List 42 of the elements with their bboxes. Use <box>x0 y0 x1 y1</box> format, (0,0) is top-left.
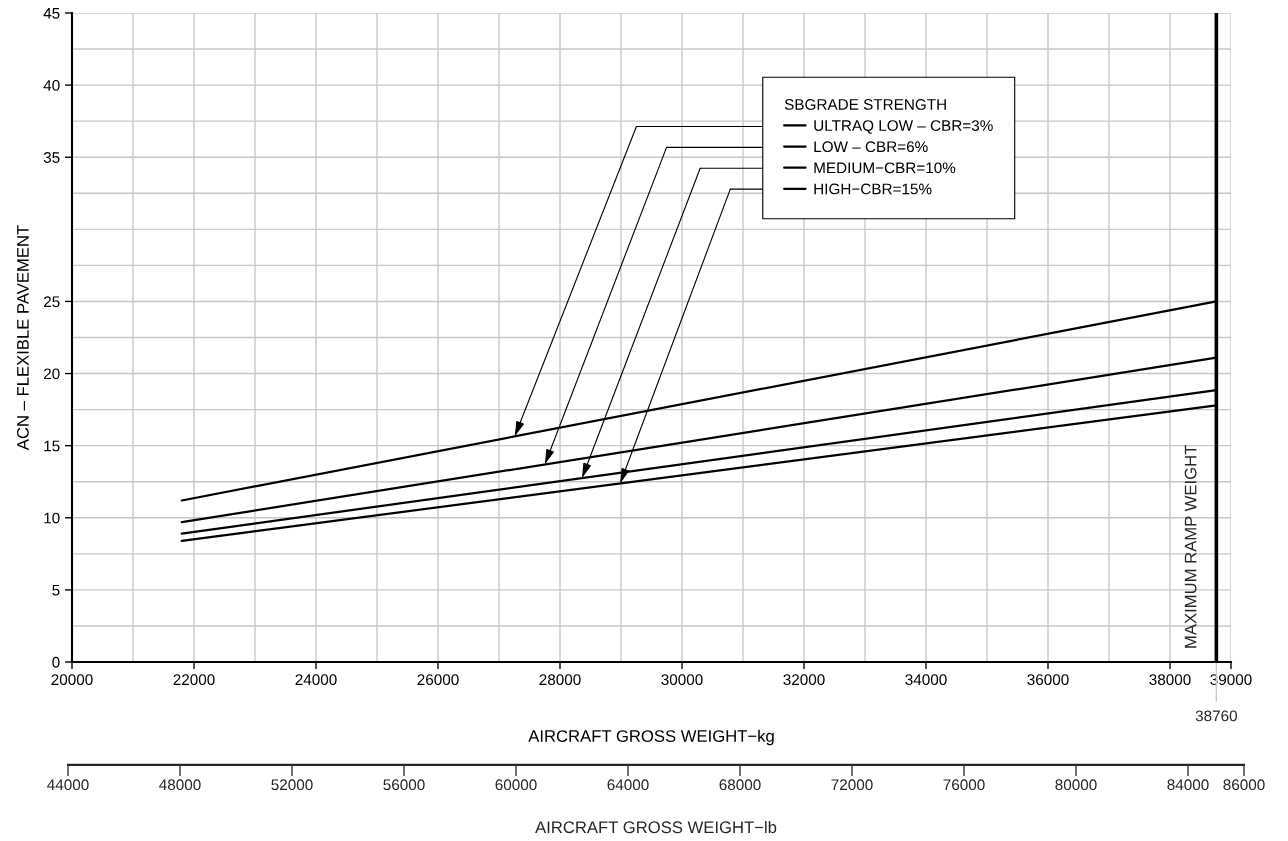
x2-tick-label: 64000 <box>607 779 649 791</box>
y-tick-label: 0 <box>52 656 60 668</box>
x2-tick-label: 80000 <box>1055 779 1097 791</box>
x2-tick-label: 52000 <box>271 779 313 791</box>
x2-tick-label: 60000 <box>495 779 537 791</box>
x-tick-label: 39000 <box>1210 674 1252 686</box>
legend-label: MEDIUM−CBR=10% <box>814 162 956 174</box>
x-tick-label: 36000 <box>1027 674 1069 686</box>
x2-tick-label: 44000 <box>47 779 89 791</box>
y-tick-label: 45 <box>43 8 60 19</box>
x2-tick-label: 72000 <box>831 779 873 791</box>
x-tick-label: 32000 <box>783 674 825 686</box>
x-tick-label: 20000 <box>51 674 93 686</box>
x2-tick-label: 76000 <box>943 779 985 791</box>
x2-axis-title: AIRCRAFT GROSS WEIGHT−lb <box>535 820 777 834</box>
text: 38760 <box>1195 710 1238 722</box>
y-tick-label: 35 <box>43 152 60 163</box>
x2-tick-label: 56000 <box>383 779 425 791</box>
x-tick-label: 26000 <box>417 674 459 686</box>
x-tick-label: 30000 <box>661 674 703 686</box>
x-tick-label: 34000 <box>905 674 947 686</box>
legend-label: ULTRAQ LOW – CBR=3% <box>814 120 993 134</box>
x2-tick-label: 68000 <box>719 779 761 791</box>
y-tick-label: 40 <box>43 79 60 91</box>
legend-label: HIGH−CBR=15% <box>814 183 932 195</box>
y-axis-title: ACN – FLEXIBLE PAVEMENT <box>17 225 29 451</box>
y-tick-label: 20 <box>43 368 60 380</box>
x2-tick-label: 84000 <box>1167 779 1209 791</box>
legend-title: SBGRADE STRENGTH <box>784 99 946 110</box>
x-tick-label: 22000 <box>173 674 215 686</box>
y-tick-label: 25 <box>43 296 60 308</box>
y-tick-label: 15 <box>44 440 60 452</box>
y-tick-label: 5 <box>52 584 60 596</box>
legend-label: LOW – CBR=6% <box>814 141 928 153</box>
x-axis-title: AIRCRAFT GROSS WEIGHT−kg <box>528 729 774 746</box>
x-tick-label: 38000 <box>1149 674 1191 686</box>
x2-tick-label: 86000 <box>1223 779 1265 791</box>
x2-tick-label: 48000 <box>159 779 201 791</box>
x-tick-label: 28000 <box>539 674 581 686</box>
ref-line-label: MAXIMUM RAMP WEIGHT <box>1184 445 1197 648</box>
y-tick-label: 10 <box>44 512 60 524</box>
x-tick-label: 24000 <box>295 674 337 686</box>
